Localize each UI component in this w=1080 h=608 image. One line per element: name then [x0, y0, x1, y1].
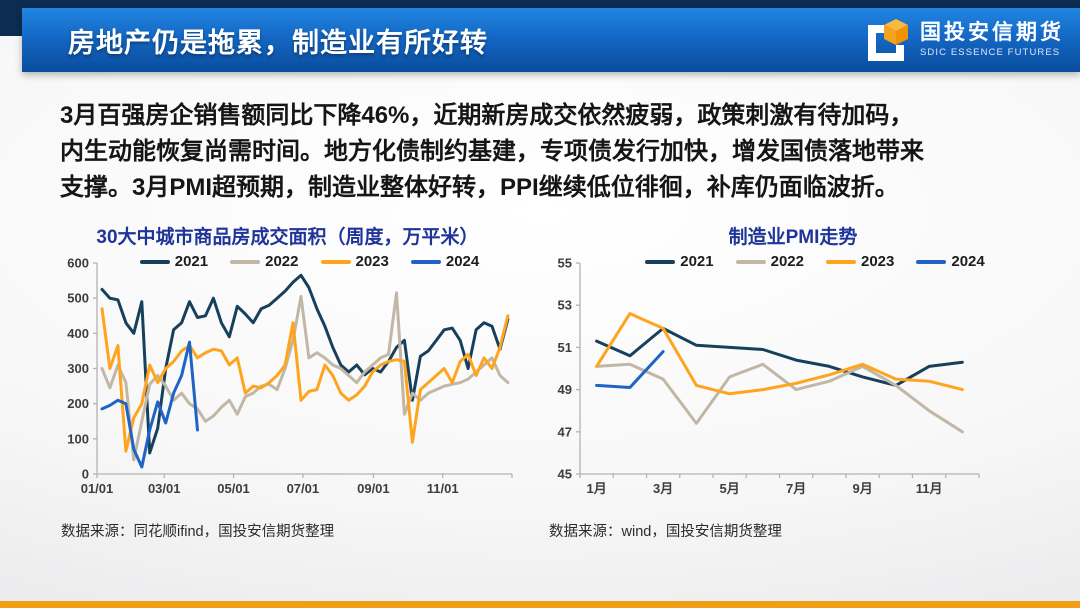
y-tick-label: 0: [82, 467, 89, 482]
legend-swatch: [916, 259, 947, 264]
x-tick-label: 09/01: [357, 481, 390, 496]
body-text-line: 3月百强房企销售额同比下降46%，近期新房成交依然疲弱，政策刺激有待加码，: [60, 102, 914, 129]
y-tick-label: 200: [67, 396, 89, 411]
x-tick-label: 03/01: [148, 481, 181, 496]
y-tick-label: 49: [558, 382, 572, 397]
chart-title: 30大中城市商品房成交面积（周度，万平米）: [96, 227, 479, 248]
slide-title: 房地产仍是拖累，制造业有所好转: [68, 27, 488, 58]
series-line-2023: [595, 312, 964, 396]
legend-swatch: [410, 259, 441, 264]
legend-swatch: [139, 259, 170, 264]
legend-swatch: [645, 259, 676, 264]
legend-item-2021: 2021: [139, 253, 209, 270]
x-tick-label: 01/01: [81, 481, 114, 496]
series-line-2021: [595, 326, 964, 387]
legend-swatch: [230, 259, 261, 264]
y-tick-label: 500: [67, 291, 89, 306]
y-tick-label: 100: [67, 431, 89, 446]
legend-item-2022: 2022: [735, 253, 804, 270]
legend-item-2022: 2022: [230, 253, 299, 270]
y-tick-label: 45: [558, 467, 572, 482]
legend-item-2023: 2023: [826, 253, 894, 270]
legend-item-2023: 2023: [320, 253, 389, 270]
chart-plot: 45 47 49 51 53 55 1月 3月 5月 7月 9月 11月: [558, 256, 980, 496]
logo-name-en: SDIC ESSENCE FUTURES: [920, 46, 1061, 58]
legend-swatch: [826, 259, 856, 264]
legend-item-2021: 2021: [645, 253, 714, 270]
bottom-accent-bar: [0, 601, 1080, 608]
axis-lines: [96, 263, 512, 475]
series-line-2024: [595, 350, 665, 389]
x-tick-label: 9月: [853, 481, 873, 496]
housing-transactions-chart: 30大中城市商品房成交面积（周度，万平米） 2021 2022 2023 2024 0…: [55, 222, 520, 541]
y-tick-label: 400: [67, 326, 89, 341]
chart-legend: 2021 2022 2023 2024: [99, 253, 520, 270]
logo-name-cn: 国投安信期货: [920, 21, 1064, 45]
y-tick-label: 55: [558, 256, 572, 271]
y-tick-label: 53: [558, 298, 572, 313]
x-tick-label: 5月: [720, 481, 740, 496]
chart-legend: 2021 2022 2023 2024: [587, 253, 1043, 270]
legend-label: 2022: [265, 253, 299, 270]
series-line-2022: [100, 291, 510, 462]
y-tick-label: 600: [67, 256, 89, 271]
chart-plot: 0 100 200 300 400 500 600 01/01 03/01 05/01 07/01 0…: [67, 256, 513, 496]
logo-icon: [868, 19, 908, 61]
legend-swatch: [320, 259, 351, 264]
legend-label: 2022: [770, 253, 804, 270]
data-source-note: 数据来源：同花顺ifind，国投安信期货整理: [61, 524, 335, 540]
pmi-chart: 制造业PMI走势 2021 2022 2023 2024 45 47 49 51 53 55 1月…: [543, 222, 1043, 541]
legend-item-2024: 2024: [916, 253, 985, 270]
legend-swatch: [735, 259, 766, 264]
legend-label: 2023: [861, 253, 895, 270]
legend-label: 2021: [680, 253, 714, 270]
chart-canvas: 2021 2022 2023 2024 0 100 200 300 400 500 600 01/0…: [55, 248, 520, 510]
x-tick-label: 05/01: [217, 481, 250, 496]
legend-label: 2021: [174, 253, 209, 270]
logo-text: 国投安信期货 SDIC ESSENCE FUTURES: [920, 22, 1064, 57]
legend-item-2024: 2024: [410, 253, 480, 270]
series-line-2022: [595, 362, 964, 434]
chart-canvas: 2021 2022 2023 2024 45 47 49 51 53 55 1月 3月 5月 7月 9月 1…: [543, 248, 1043, 510]
x-tick-label: 3月: [653, 481, 673, 496]
logo: 国投安信期货 SDIC ESSENCE FUTURES: [862, 8, 1064, 72]
legend-label: 2023: [355, 253, 389, 270]
legend-label: 2024: [445, 253, 480, 270]
series-line-2023: [100, 307, 510, 453]
x-tick-label: 1月: [587, 481, 607, 496]
data-source-note: 数据来源：wind，国投安信期货整理: [549, 524, 782, 540]
x-tick-label: 7月: [786, 481, 806, 496]
x-tick-label: 07/01: [287, 481, 320, 496]
y-tick-label: 47: [558, 424, 572, 439]
legend-label: 2024: [951, 253, 985, 270]
y-tick-label: 300: [67, 361, 89, 376]
series-line-2021: [100, 273, 510, 455]
x-tick-label: 11/01: [427, 481, 459, 496]
body-text-line: 支撑。3月PMI超预期，制造业整体好转，PPI继续低位徘徊，补库仍面临波折。: [60, 174, 899, 201]
body-text-line: 内生动能恢复尚需时间。地方化债制约基建，专项债发行加快，增发国债落地带来: [60, 138, 924, 165]
x-tick-label: 11月: [916, 481, 943, 496]
header-bar: 房地产仍是拖累，制造业有所好转 国投安信期货 SDIC ESSENCE FUTU…: [22, 8, 1080, 72]
series-line-2024: [100, 340, 199, 469]
body-text: 3月百强房企销售额同比下降46%，近期新房成交依然疲弱，政策刺激有待加码， 内生…: [60, 98, 1028, 206]
y-tick-label: 51: [558, 340, 572, 355]
chart-title: 制造业PMI走势: [728, 227, 858, 248]
